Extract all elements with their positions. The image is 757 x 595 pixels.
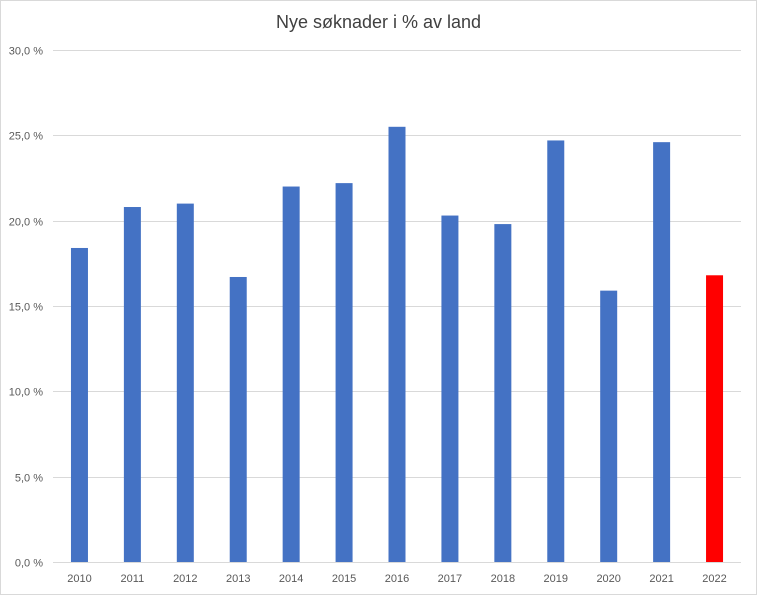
x-tick-label: 2010 xyxy=(67,573,91,585)
x-tick-label: 2019 xyxy=(544,573,568,585)
chart-title: Nye søknader i % av land xyxy=(275,12,482,32)
x-tick-label: 2014 xyxy=(279,573,303,585)
bar-2011 xyxy=(123,207,141,562)
bar-2019 xyxy=(547,140,565,562)
y-tick-label: 10,0 % xyxy=(9,387,43,399)
bar-2020 xyxy=(600,290,618,562)
x-tick-label: 2015 xyxy=(332,573,356,585)
x-tick-label: 2021 xyxy=(649,573,673,585)
bar-2014 xyxy=(282,186,300,563)
y-tick-label: 15,0 % xyxy=(9,302,43,314)
y-tick-label: 20,0 % xyxy=(9,217,43,229)
bar-2012 xyxy=(176,203,194,562)
x-tick-label: 2016 xyxy=(385,573,409,585)
x-tick-label: 2018 xyxy=(491,573,515,585)
x-tick-label: 2011 xyxy=(121,573,145,585)
x-tick-label: 2022 xyxy=(702,573,726,585)
bar-2016 xyxy=(388,126,406,563)
y-tick-label: 25,0 % xyxy=(9,131,43,143)
x-tick-label: 2017 xyxy=(438,573,462,585)
bar-2010 xyxy=(70,247,88,562)
x-tick-label: 2012 xyxy=(173,573,197,585)
bar-2015 xyxy=(335,183,353,562)
bar-2021 xyxy=(653,142,671,562)
y-tick-label: 0,0 % xyxy=(15,558,43,570)
y-tick-label: 5,0 % xyxy=(15,473,43,485)
x-tick-label: 2013 xyxy=(226,573,250,585)
bar-2017 xyxy=(441,215,459,562)
x-tick-label: 2020 xyxy=(596,573,620,585)
bar-2018 xyxy=(494,224,512,562)
bar-2022 xyxy=(706,275,724,562)
y-tick-label: 30,0 % xyxy=(9,46,43,58)
bar-2013 xyxy=(229,276,247,562)
